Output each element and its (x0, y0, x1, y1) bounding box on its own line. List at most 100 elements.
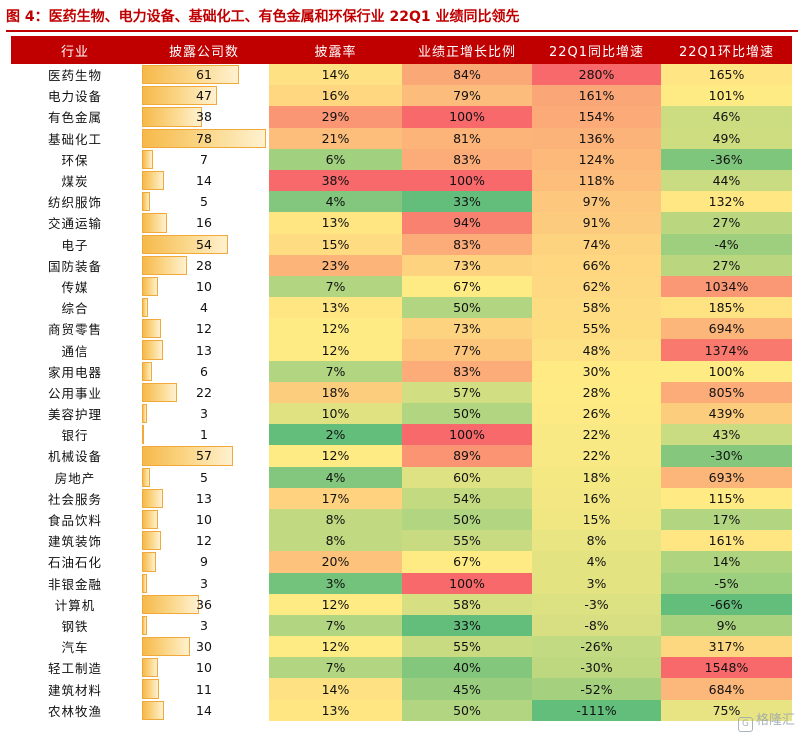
count-cell: 10 (139, 276, 269, 297)
yoy-cell: 22% (532, 424, 661, 446)
industry-label: 商贸零售 (47, 322, 102, 338)
table-row: 公用事业 22 18% 57% 28% 805% (11, 381, 792, 403)
count-databar (142, 404, 147, 424)
header-industry: 行业 (11, 36, 139, 64)
count-cell: 5 (139, 467, 269, 488)
table-row: 环保 7 6% 83% 124% -36% (11, 148, 792, 170)
count-value: 14 (196, 173, 212, 189)
chart-title: 图 4：医药生物、电力设备、基础化工、有色金属和环保行业 22Q1 业绩同比领先 (6, 9, 520, 25)
table-row: 有色金属 38 29% 100% 154% 46% (11, 106, 792, 128)
rate-cell: 7% (269, 360, 402, 382)
pos-ratio-cell: 100% (402, 572, 532, 594)
table-row: 石油石化 9 20% 67% 4% 14% (11, 551, 792, 573)
title-rule (6, 30, 798, 32)
industry-label: 非银金融 (47, 576, 102, 592)
pos-ratio-cell: 60% (402, 466, 532, 488)
pos-ratio-cell: 77% (402, 339, 532, 361)
count-value: 3 (200, 406, 208, 422)
qoq-cell: 805% (661, 381, 792, 403)
rate-cell: 12% (269, 636, 402, 658)
pos-ratio-cell: 100% (402, 169, 532, 192)
count-value: 12 (196, 321, 212, 337)
count-value: 7 (200, 151, 208, 167)
count-cell: 9 (139, 551, 269, 572)
count-cell: 5 (139, 191, 269, 212)
count-cell: 10 (139, 509, 269, 530)
header-yoy: 22Q1同比增速 (532, 36, 661, 64)
count-value: 10 (196, 512, 212, 528)
pos-ratio-cell: 50% (402, 699, 532, 721)
count-databar (142, 65, 239, 85)
pos-ratio-cell: 79% (402, 85, 532, 107)
pos-ratio-cell: 67% (402, 551, 532, 573)
qoq-cell: 439% (661, 403, 792, 425)
industry-label: 纺织服饰 (47, 195, 102, 211)
industry-label: 有色金属 (47, 110, 102, 126)
count-value: 5 (200, 469, 208, 485)
rate-cell: 17% (269, 487, 402, 509)
industry-label: 汽车 (61, 640, 89, 656)
count-value: 57 (196, 448, 212, 464)
count-databar (142, 637, 190, 657)
count-cell: 61 (139, 64, 269, 85)
qoq-cell: 132% (661, 191, 792, 213)
pos-ratio-cell: 40% (402, 657, 532, 679)
table-row: 建筑材料 11 14% 45% -52% 684% (11, 678, 792, 700)
count-databar (142, 213, 168, 233)
qoq-cell: 46% (661, 106, 792, 128)
pos-ratio-cell: 73% (402, 254, 532, 276)
count-databar (142, 128, 266, 148)
count-databar (142, 319, 162, 339)
yoy-cell: 74% (532, 233, 661, 255)
rate-cell: 20% (269, 551, 402, 573)
table-row: 银行 1 2% 100% 22% 43% (11, 424, 792, 446)
table-row: 机械设备 57 12% 89% 22% -30% (11, 445, 792, 467)
pos-ratio-cell: 83% (402, 148, 532, 170)
qoq-cell: 165% (661, 64, 792, 86)
yoy-cell: 22% (532, 445, 661, 467)
yoy-cell: -52% (532, 678, 661, 700)
industry-label: 石油石化 (47, 555, 102, 571)
count-cell: 14 (139, 170, 269, 191)
count-databar (142, 255, 187, 275)
count-cell: 10 (139, 657, 269, 678)
qoq-cell: 44% (661, 169, 792, 192)
industry-label: 电子 (61, 237, 89, 253)
rate-cell: 12% (269, 318, 402, 340)
table-body: 医药生物 61 14% 84% 280% 165% 电力设备 47 16% 79% 161% 101%… (11, 64, 792, 721)
count-databar (142, 594, 200, 614)
rate-cell: 18% (269, 381, 402, 403)
table-row: 美容护理 3 10% 50% 26% 439% (11, 403, 792, 425)
count-value: 9 (200, 554, 208, 570)
industry-label: 社会服务 (47, 491, 102, 507)
industry-label: 计算机 (54, 597, 96, 613)
count-value: 3 (200, 575, 208, 591)
qoq-cell: 115% (661, 487, 792, 509)
qoq-cell: 100% (661, 360, 792, 382)
count-cell: 36 (139, 594, 269, 615)
industry-label: 机械设备 (47, 449, 102, 465)
yoy-cell: 30% (532, 360, 661, 382)
pos-ratio-cell: 84% (402, 64, 532, 86)
pos-ratio-cell: 100% (402, 106, 532, 128)
count-cell: 3 (139, 615, 269, 636)
count-cell: 6 (139, 361, 269, 382)
table-row: 电子 54 15% 83% 74% -4% (11, 233, 792, 255)
yoy-cell: 3% (532, 572, 661, 594)
count-cell: 4 (139, 297, 269, 318)
industry-label: 电力设备 (47, 89, 102, 105)
rate-cell: 14% (269, 678, 402, 700)
count-value: 3 (200, 617, 208, 633)
industry-label: 银行 (61, 428, 89, 444)
yoy-cell: 66% (532, 254, 661, 276)
watermark-logo-icon: G (737, 717, 753, 732)
rate-cell: 4% (269, 191, 402, 213)
pos-ratio-cell: 83% (402, 233, 532, 255)
table-row: 农林牧渔 14 13% 50% -111% 75% (11, 699, 792, 721)
rate-cell: 12% (269, 339, 402, 361)
table-row: 综合 4 13% 50% 58% 185% (11, 297, 792, 319)
table-row: 国防装备 28 23% 73% 66% 27% (11, 254, 792, 276)
industry-label: 食品饮料 (47, 513, 102, 529)
header-rate: 披露率 (269, 36, 402, 64)
count-value: 12 (196, 533, 212, 549)
